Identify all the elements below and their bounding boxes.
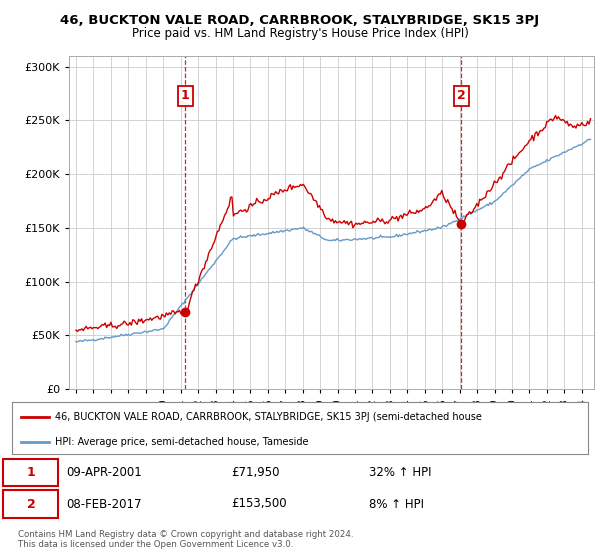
- FancyBboxPatch shape: [4, 490, 58, 518]
- Text: 2: 2: [26, 497, 35, 511]
- Text: 32% ↑ HPI: 32% ↑ HPI: [369, 466, 431, 479]
- Text: HPI: Average price, semi-detached house, Tameside: HPI: Average price, semi-detached house,…: [55, 437, 309, 447]
- Text: 46, BUCKTON VALE ROAD, CARRBROOK, STALYBRIDGE, SK15 3PJ (semi-detached house: 46, BUCKTON VALE ROAD, CARRBROOK, STALYB…: [55, 412, 482, 422]
- Text: 09-APR-2001: 09-APR-2001: [67, 466, 142, 479]
- Text: £71,950: £71,950: [231, 466, 280, 479]
- Text: This data is licensed under the Open Government Licence v3.0.: This data is licensed under the Open Gov…: [18, 540, 293, 549]
- Text: 2: 2: [457, 90, 466, 102]
- Text: 08-FEB-2017: 08-FEB-2017: [67, 497, 142, 511]
- Text: 1: 1: [26, 466, 35, 479]
- Text: Price paid vs. HM Land Registry's House Price Index (HPI): Price paid vs. HM Land Registry's House …: [131, 27, 469, 40]
- Text: 46, BUCKTON VALE ROAD, CARRBROOK, STALYBRIDGE, SK15 3PJ: 46, BUCKTON VALE ROAD, CARRBROOK, STALYB…: [61, 14, 539, 27]
- Text: £153,500: £153,500: [231, 497, 287, 511]
- FancyBboxPatch shape: [4, 459, 58, 487]
- Text: Contains HM Land Registry data © Crown copyright and database right 2024.: Contains HM Land Registry data © Crown c…: [18, 530, 353, 539]
- Text: 1: 1: [181, 90, 190, 102]
- Text: 8% ↑ HPI: 8% ↑ HPI: [369, 497, 424, 511]
